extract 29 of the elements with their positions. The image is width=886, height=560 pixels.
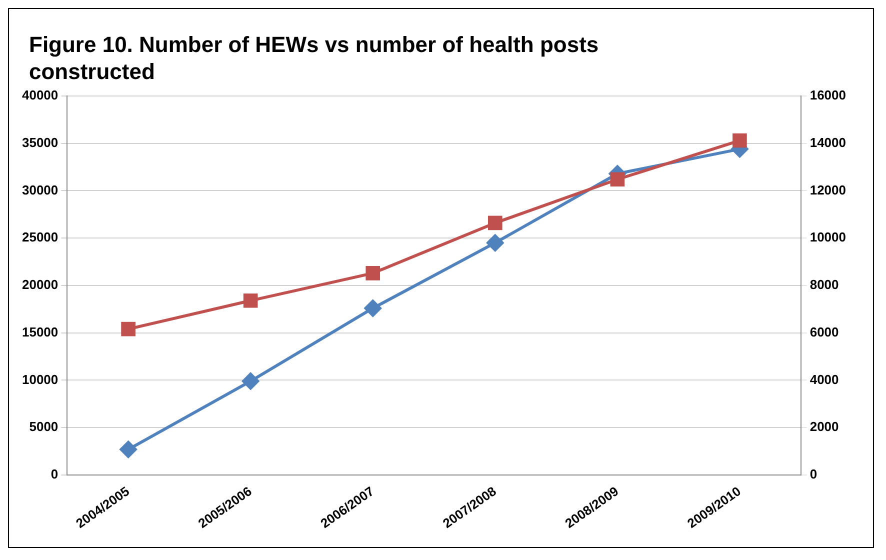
y2-tick-label: 6000 <box>810 324 839 340</box>
chart-title: Figure 10. Number of HEWs vs number of health posts constructed <box>28 31 600 85</box>
y-tick-label: 5000 <box>29 419 58 434</box>
point <box>610 172 625 187</box>
point <box>120 440 137 458</box>
y-tick-label: 20000 <box>22 277 58 292</box>
point <box>732 133 747 148</box>
y-tick-label: 40000 <box>22 88 58 103</box>
point <box>488 216 502 230</box>
y2-tick-label: 14000 <box>810 134 846 150</box>
point <box>121 322 136 336</box>
point <box>486 234 504 252</box>
point <box>243 293 258 308</box>
point <box>366 266 380 280</box>
y2-tick-label: 8000 <box>810 277 839 292</box>
y-tick-label: 30000 <box>22 182 58 198</box>
y-tick-label: 0 <box>50 466 58 482</box>
point <box>242 372 260 390</box>
y-tick-label: 25000 <box>22 230 58 245</box>
y2-tick-label: 16000 <box>810 88 846 103</box>
y2-tick-label: 12000 <box>810 182 846 198</box>
y-tick-label: 10000 <box>22 372 58 387</box>
y2-tick-label: 2000 <box>810 419 839 434</box>
y2-tick-label: 4000 <box>810 372 839 387</box>
y-tick-label: 15000 <box>22 324 58 340</box>
y2-tick-label: 10000 <box>810 230 846 245</box>
y2-tick-label: 0 <box>810 466 818 482</box>
point <box>364 300 382 317</box>
y-tick-label: 35000 <box>22 134 58 150</box>
